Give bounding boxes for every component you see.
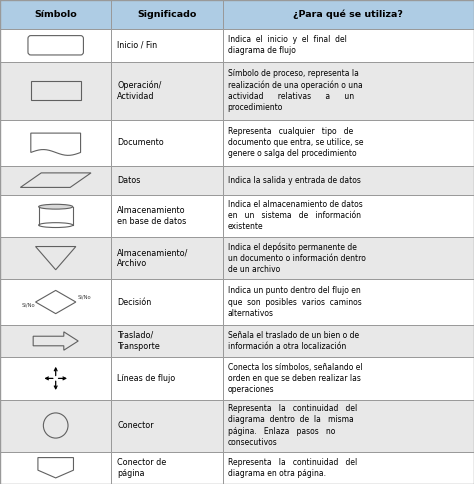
Text: Líneas de flujo: Líneas de flujo <box>117 374 175 383</box>
Bar <box>0 61 111 120</box>
Bar <box>0 166 111 195</box>
Bar <box>111 452 223 484</box>
Bar <box>111 61 223 120</box>
Bar <box>111 166 223 195</box>
Bar <box>223 29 474 61</box>
Bar <box>0 399 111 452</box>
Text: Si/No: Si/No <box>21 303 35 308</box>
Text: Almacenamiento/
Archivo: Almacenamiento/ Archivo <box>117 248 189 268</box>
Bar <box>223 279 474 325</box>
Bar <box>111 0 223 29</box>
Bar <box>0 452 111 484</box>
Bar <box>0 325 111 357</box>
Bar <box>223 0 474 29</box>
Text: Documento: Documento <box>117 138 164 147</box>
Bar <box>223 120 474 166</box>
Bar <box>223 237 474 279</box>
Bar <box>223 357 474 399</box>
Text: Representa   la   continuidad   del
diagrama  dentro  de  la   misma
página.   E: Representa la continuidad del diagrama d… <box>228 404 357 447</box>
Bar <box>223 452 474 484</box>
Bar <box>31 81 81 101</box>
Text: Indica el depósito permanente de
un documento o información dentro
de un archivo: Indica el depósito permanente de un docu… <box>228 242 365 274</box>
Text: Si/No: Si/No <box>78 294 91 299</box>
Ellipse shape <box>38 204 73 209</box>
Text: Traslado/
Transporte: Traslado/ Transporte <box>117 331 160 351</box>
Text: Decisión: Decisión <box>117 298 151 306</box>
Text: ¿Para qué se utiliza?: ¿Para qué se utiliza? <box>293 10 403 19</box>
Bar <box>0 120 111 166</box>
Text: Significado: Significado <box>137 10 197 19</box>
Bar <box>111 195 223 237</box>
Text: Almacenamiento
en base de datos: Almacenamiento en base de datos <box>117 206 186 226</box>
Bar <box>111 357 223 399</box>
Bar <box>223 61 474 120</box>
Bar <box>0 0 111 29</box>
Bar <box>0 29 111 61</box>
Bar <box>223 166 474 195</box>
Bar <box>38 207 73 225</box>
Text: Indica  el  inicio  y  el  final  del
diagrama de flujo: Indica el inicio y el final del diagrama… <box>228 35 346 55</box>
Text: Operación/
Actividad: Operación/ Actividad <box>117 80 162 101</box>
Text: Representa   la   continuidad   del
diagrama en otra página.: Representa la continuidad del diagrama e… <box>228 458 357 478</box>
Text: Indica un punto dentro del flujo en
que  son  posibles  varios  caminos
alternat: Indica un punto dentro del flujo en que … <box>228 287 361 318</box>
Bar <box>0 357 111 399</box>
Bar <box>111 279 223 325</box>
Bar <box>111 237 223 279</box>
Text: Indica la salida y entrada de datos: Indica la salida y entrada de datos <box>228 176 360 185</box>
Bar <box>111 120 223 166</box>
Text: Indica el almacenamiento de datos
en   un   sistema   de   información
existente: Indica el almacenamiento de datos en un … <box>228 200 362 231</box>
Text: Conecta los símbolos, señalando el
orden en que se deben realizar las
operacione: Conecta los símbolos, señalando el orden… <box>228 363 362 394</box>
Bar <box>111 399 223 452</box>
Text: Símbolo de proceso, representa la
realización de una operación o una
actividad  : Símbolo de proceso, representa la realiz… <box>228 69 362 112</box>
Text: Señala el traslado de un bien o de
información a otra localización: Señala el traslado de un bien o de infor… <box>228 331 359 351</box>
Text: Representa   cualquier   tipo   de
documento que entra, se utilice, se
genere o : Representa cualquier tipo de documento q… <box>228 127 363 158</box>
Bar <box>223 325 474 357</box>
Bar <box>0 237 111 279</box>
Text: Conector: Conector <box>117 421 154 430</box>
Bar <box>223 399 474 452</box>
Bar <box>223 195 474 237</box>
Text: Símbolo: Símbolo <box>34 10 77 19</box>
Text: Inicio / Fin: Inicio / Fin <box>117 41 157 50</box>
Bar <box>0 195 111 237</box>
Bar <box>0 279 111 325</box>
Text: Datos: Datos <box>117 176 140 185</box>
Bar <box>111 325 223 357</box>
Text: Conector de
página: Conector de página <box>117 458 166 478</box>
Bar <box>111 29 223 61</box>
